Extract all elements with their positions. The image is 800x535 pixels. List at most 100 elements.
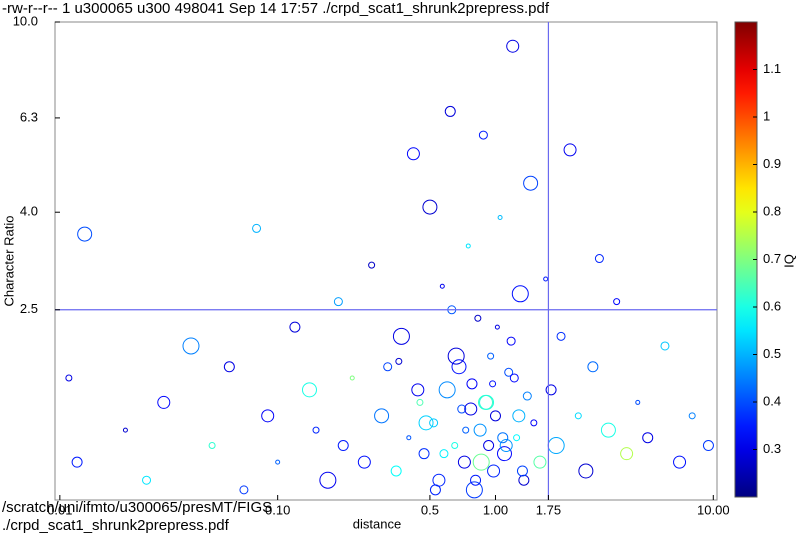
scatter-point xyxy=(563,143,577,157)
scatter-point xyxy=(444,105,456,117)
scatter-point xyxy=(429,418,439,428)
scatter-point xyxy=(357,455,371,469)
scatter-point xyxy=(489,410,501,422)
scatter-point xyxy=(157,395,171,409)
scatter-point xyxy=(470,474,482,486)
scatter-point xyxy=(337,440,349,452)
scatter-point xyxy=(600,422,616,438)
scatter-point xyxy=(77,226,93,242)
scatter-point xyxy=(122,427,128,433)
scatter-point xyxy=(513,434,521,442)
scatter-point xyxy=(65,374,73,382)
x-tick-label: 1.75 xyxy=(536,502,561,517)
colorbar-tick-label: 1 xyxy=(763,108,770,123)
scatter-point xyxy=(518,474,530,486)
y-tick-label: 4.0 xyxy=(20,204,38,219)
scatter-point xyxy=(457,404,467,414)
scatter-point xyxy=(522,391,532,401)
scatter-point xyxy=(660,341,670,351)
scatter-point xyxy=(406,435,412,441)
scatter-point xyxy=(545,384,557,396)
scatter-point xyxy=(451,359,467,375)
scatter-point xyxy=(578,463,594,479)
scatter-point xyxy=(497,432,509,444)
scatter-point xyxy=(474,314,482,322)
scatter-point xyxy=(392,327,410,345)
scatter-point xyxy=(182,337,200,355)
scatter-point xyxy=(395,357,403,365)
scatter-point xyxy=(642,432,654,444)
colorbar-tick-label: 1.1 xyxy=(763,61,781,76)
scatter-point xyxy=(416,398,424,406)
scatter-point xyxy=(487,464,501,478)
points xyxy=(65,39,714,499)
scatter-point xyxy=(418,448,430,460)
y-tick-label: 2.5 xyxy=(20,301,38,316)
scatter-point xyxy=(451,442,459,450)
x-tick-label: 0.5 xyxy=(421,502,439,517)
x-axis-label: distance xyxy=(353,516,401,531)
scatter-point xyxy=(261,409,275,423)
scatter-point xyxy=(473,423,487,437)
x-tick-label: 1.00 xyxy=(483,502,508,517)
scatter-point xyxy=(511,285,529,303)
scatter-point xyxy=(479,394,495,410)
scatter-point xyxy=(142,475,152,485)
scatter-point xyxy=(494,324,500,330)
colorbar-label: IQ xyxy=(781,254,796,268)
scatter-point xyxy=(530,419,538,427)
scatter-point xyxy=(422,199,438,215)
scatter-point xyxy=(613,298,621,306)
scatter-point xyxy=(447,347,465,365)
scatter-point xyxy=(239,485,249,495)
scatter-point xyxy=(673,455,687,469)
x-tick-label: 10.00 xyxy=(697,502,730,517)
y-tick-label: 10.0 xyxy=(13,13,38,28)
colorbar-tick-label: 0.4 xyxy=(763,393,781,408)
scatter-point xyxy=(543,276,549,282)
scatter-point xyxy=(702,440,714,452)
scatter-point xyxy=(497,214,503,220)
scatter-point xyxy=(512,409,526,423)
scatter-point xyxy=(465,243,471,249)
scatter-point xyxy=(462,426,470,434)
colorbar-tick-label: 0.5 xyxy=(763,346,781,361)
scatter-point xyxy=(587,361,599,373)
scatter-point xyxy=(275,459,281,465)
scatter-point xyxy=(289,321,301,333)
scatter-point xyxy=(439,449,449,459)
scatter-point xyxy=(368,261,376,269)
header-text: -rw-r--r-- 1 u300065 u300 498041 Sep 14 … xyxy=(2,0,550,17)
scatter-point xyxy=(499,439,513,453)
scatter-point xyxy=(523,175,539,191)
scatter-point xyxy=(319,471,337,489)
y-tick-label: 6.3 xyxy=(20,109,38,124)
x-tick-label: 0.01 xyxy=(47,502,72,517)
scatter-point xyxy=(594,254,604,264)
scatter-point xyxy=(506,39,520,53)
scatter-point xyxy=(574,412,582,420)
scatter-point xyxy=(506,336,516,346)
scatter-point xyxy=(464,402,478,416)
scatter-point xyxy=(457,455,471,469)
scatter-point xyxy=(635,399,641,405)
scatter-point xyxy=(252,223,262,233)
scatter-point xyxy=(533,455,547,469)
plot-frame xyxy=(54,21,718,501)
scatter-point xyxy=(301,382,317,398)
colorbar-tick-label: 0.6 xyxy=(763,298,781,313)
scatter-point xyxy=(516,465,528,477)
colorbar-tick-label: 0.7 xyxy=(763,251,781,266)
footer-text: ./crpd_scat1_shrunk2prepress.pdf xyxy=(2,517,230,534)
scatter-point xyxy=(349,375,355,381)
scatter-point xyxy=(312,426,320,434)
scatter-point xyxy=(383,362,393,372)
scatter-point xyxy=(472,453,490,471)
scatter-point xyxy=(374,408,390,424)
scatter-point xyxy=(71,456,83,468)
scatter-point xyxy=(465,481,483,499)
colorbar-tick-label: 0.3 xyxy=(763,441,781,456)
scatter-point xyxy=(466,378,478,390)
scatter-point xyxy=(438,381,456,399)
